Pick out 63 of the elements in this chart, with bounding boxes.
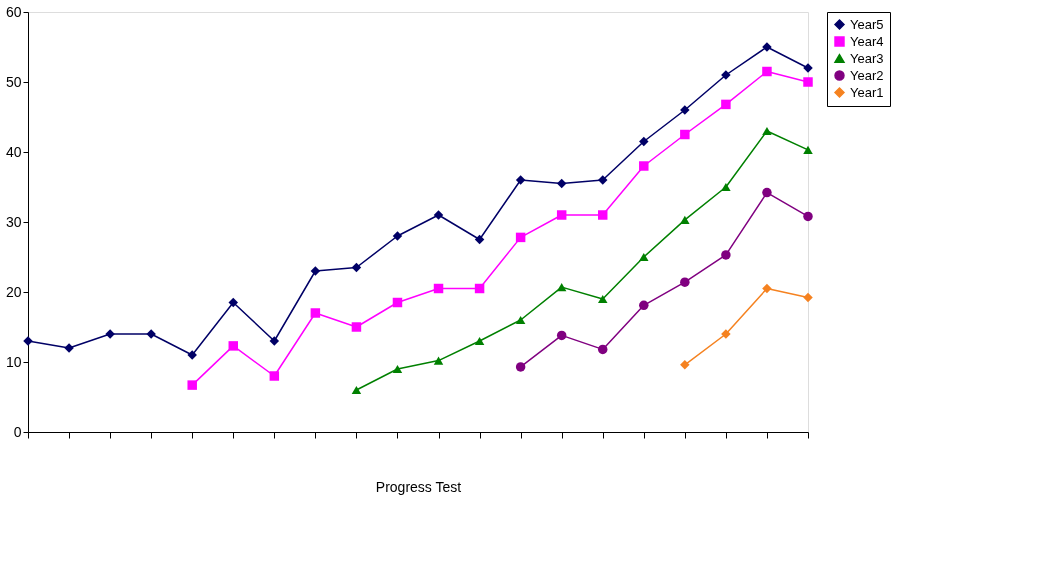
point — [392, 364, 403, 374]
point — [515, 362, 526, 372]
point — [721, 99, 731, 110]
point — [556, 330, 567, 341]
y-tick-label: 30 — [5, 213, 22, 230]
point — [474, 283, 485, 294]
point — [556, 210, 567, 220]
point — [803, 211, 813, 222]
point — [597, 175, 608, 185]
legend-label: Year1 — [850, 84, 884, 100]
point — [433, 210, 444, 220]
legend-label: Year4 — [850, 33, 884, 49]
point — [762, 283, 772, 294]
legend-label: Year5 — [850, 16, 884, 32]
point — [515, 232, 526, 243]
point — [762, 66, 772, 77]
point — [310, 266, 321, 276]
y-tick-label: 0 — [13, 423, 22, 440]
point — [556, 282, 567, 292]
point — [762, 126, 772, 136]
point — [597, 210, 608, 220]
point — [474, 336, 485, 346]
point — [803, 292, 813, 303]
point — [433, 283, 444, 294]
x-axis-title: Progress Test — [375, 478, 462, 495]
point — [680, 277, 690, 287]
point — [597, 344, 608, 355]
point — [269, 336, 280, 346]
point — [721, 182, 731, 192]
point — [556, 178, 567, 189]
point — [680, 215, 690, 225]
point — [310, 308, 321, 318]
point — [680, 129, 690, 140]
point — [762, 187, 772, 198]
y-tick-label: 50 — [5, 73, 22, 90]
point — [721, 250, 731, 260]
y-tick-label: 40 — [5, 143, 22, 160]
point — [228, 341, 239, 351]
point — [515, 315, 526, 325]
y-tick-label: 60 — [5, 3, 22, 20]
point — [269, 371, 280, 381]
point — [351, 262, 362, 273]
point — [351, 322, 362, 332]
y-tick-label: 10 — [5, 353, 22, 370]
point — [474, 234, 485, 245]
point — [392, 231, 403, 241]
point — [392, 297, 403, 308]
point — [515, 175, 526, 185]
y-tick-label: 20 — [5, 283, 22, 300]
point — [639, 136, 649, 147]
point — [228, 297, 239, 308]
point — [597, 294, 608, 304]
point — [639, 252, 649, 262]
point — [803, 145, 813, 155]
legend-label: Year3 — [850, 50, 884, 66]
point — [187, 380, 197, 390]
point — [351, 385, 362, 395]
point — [680, 360, 690, 370]
point — [803, 77, 813, 87]
point — [639, 161, 649, 171]
point — [433, 356, 444, 365]
legend-label: Year2 — [850, 67, 884, 83]
point — [639, 300, 649, 311]
